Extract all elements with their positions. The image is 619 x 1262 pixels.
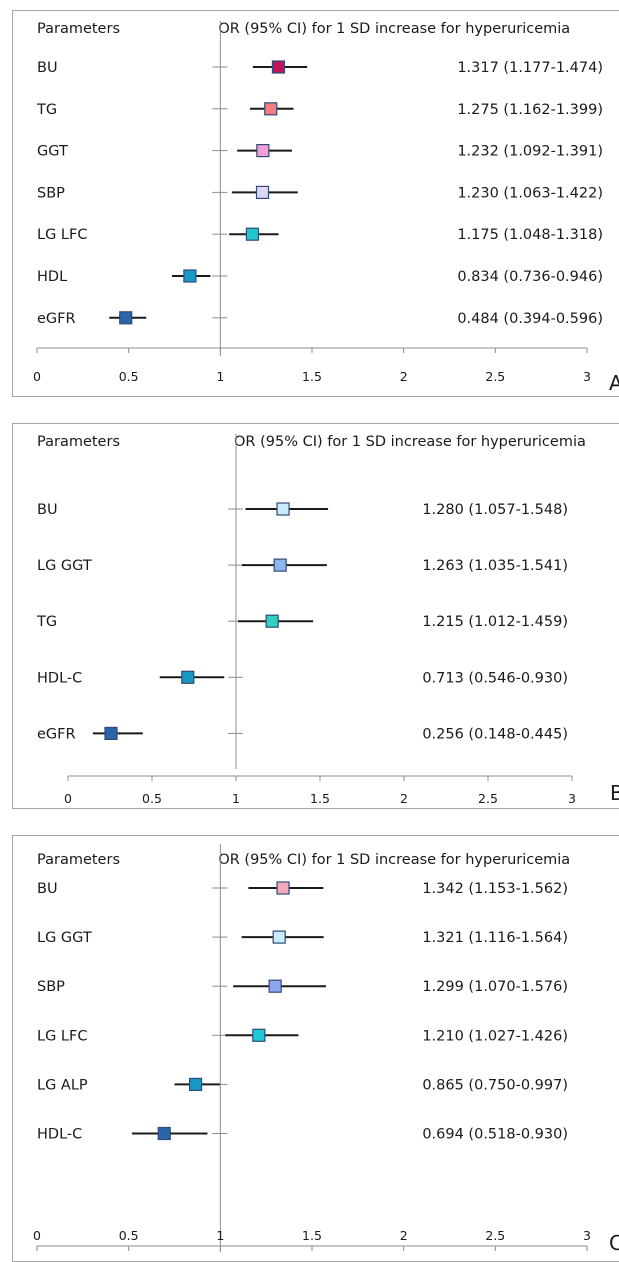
- or-ci-value: 1.263 (1.035-1.541): [422, 558, 568, 574]
- or-ci-value: 0.834 (0.736-0.946): [457, 269, 603, 285]
- x-tick-label: 3: [583, 369, 591, 384]
- odds-ratio-marker: [157, 1126, 171, 1141]
- forest-plot-a: Parameters OR (95% CI) for 1 SD increase …: [33, 21, 619, 395]
- odds-ratio-marker: [264, 102, 278, 116]
- odds-ratio-marker: [276, 502, 290, 516]
- or-ci-value: 1.317 (1.177-1.474): [457, 60, 603, 76]
- x-tick-label: 3: [583, 1228, 591, 1243]
- x-tick-label: 0.5: [119, 1228, 139, 1243]
- or-ci-value: 1.230 (1.063-1.422): [457, 185, 603, 201]
- or-ci-value: 1.299 (1.070-1.576): [422, 979, 568, 995]
- odds-ratio-marker: [104, 726, 118, 740]
- parameters-header: Parameters: [37, 434, 120, 450]
- or-ci-value: 1.210 (1.027-1.426): [422, 1028, 568, 1044]
- parameter-label: BU: [37, 502, 58, 518]
- parameter-label: TG: [36, 102, 57, 118]
- parameter-label: HDL: [37, 269, 67, 285]
- x-tick-label: 0: [33, 369, 41, 384]
- odds-ratio-marker: [268, 979, 282, 993]
- or-ci-value: 1.215 (1.012-1.459): [422, 614, 568, 630]
- or-ci-value: 0.713 (0.546-0.930): [422, 670, 568, 686]
- or-ci-value: 1.321 (1.116-1.564): [422, 930, 568, 946]
- odds-ratio-marker: [181, 670, 195, 684]
- x-tick-label: 3: [568, 791, 576, 806]
- parameters-header: Parameters: [37, 852, 120, 868]
- or-header: OR (95% CI) for 1 SD increase for hyperu…: [234, 434, 586, 450]
- parameter-label: LG LFC: [37, 1028, 87, 1044]
- parameters-header: Parameters: [37, 21, 120, 37]
- panel-label: B: [610, 781, 619, 805]
- parameter-label: LG GGT: [37, 930, 92, 946]
- odds-ratio-marker: [119, 311, 133, 325]
- or-ci-value: 1.175 (1.048-1.318): [457, 227, 603, 243]
- or-header: OR (95% CI) for 1 SD increase for hyperu…: [218, 852, 570, 868]
- or-ci-value: 0.256 (0.148-0.445): [422, 726, 568, 742]
- parameter-label: LG LFC: [37, 227, 87, 243]
- parameter-label: BU: [37, 881, 58, 897]
- odds-ratio-marker: [183, 269, 197, 283]
- x-tick-label: 1: [216, 1228, 224, 1243]
- forest-plot-c: Parameters OR (95% CI) for 1 SD increase …: [33, 844, 619, 1255]
- forest-plot-b: Parameters OR (95% CI) for 1 SD increase …: [36, 434, 619, 806]
- x-tick-label: 1.5: [310, 791, 330, 806]
- x-tick-label: 2: [400, 369, 408, 384]
- panel-label: A: [609, 371, 619, 395]
- or-ci-value: 0.865 (0.750-0.997): [422, 1077, 568, 1093]
- x-tick-label: 2.5: [478, 791, 498, 806]
- parameter-label: LG GGT: [37, 558, 92, 574]
- x-tick-label: 1.5: [302, 1228, 322, 1243]
- x-tick-label: 0.5: [119, 369, 139, 384]
- x-tick-label: 0: [33, 1228, 41, 1243]
- x-tick-label: 2.5: [485, 369, 505, 384]
- odds-ratio-marker: [255, 185, 270, 199]
- parameter-label: GGT: [37, 144, 68, 160]
- parameter-label: TG: [36, 614, 57, 630]
- odds-ratio-marker: [265, 614, 279, 628]
- x-tick-label: 1: [216, 369, 224, 384]
- odds-ratio-marker: [188, 1077, 203, 1091]
- parameter-label: HDL-C: [37, 1127, 82, 1143]
- odds-ratio-marker: [252, 1028, 266, 1042]
- x-tick-label: 1.5: [302, 369, 322, 384]
- forest-panel-a: Parameters OR (95% CI) for 1 SD increase …: [12, 10, 619, 397]
- odds-ratio-marker: [256, 144, 270, 158]
- x-tick-label: 0: [64, 791, 72, 806]
- parameter-label: SBP: [37, 185, 65, 201]
- x-tick-label: 0.5: [142, 791, 162, 806]
- or-header: OR (95% CI) for 1 SD increase for hyperu…: [218, 21, 570, 37]
- parameter-label: LG ALP: [37, 1077, 88, 1093]
- odds-ratio-marker: [273, 558, 287, 572]
- x-tick-label: 2: [400, 791, 408, 806]
- parameter-label: BU: [37, 60, 58, 76]
- x-tick-label: 1: [232, 791, 240, 806]
- odds-ratio-marker: [276, 881, 290, 895]
- parameter-label: eGFR: [37, 726, 76, 742]
- or-ci-value: 1.232 (1.092-1.391): [457, 144, 603, 160]
- x-tick-label: 2.5: [485, 1228, 505, 1243]
- parameter-label: eGFR: [37, 311, 76, 327]
- or-ci-value: 1.342 (1.153-1.562): [422, 881, 568, 897]
- forest-panel-b: Parameters OR (95% CI) for 1 SD increase …: [12, 423, 619, 809]
- or-ci-value: 0.484 (0.394-0.596): [457, 311, 603, 327]
- parameter-label: HDL-C: [37, 670, 82, 686]
- or-ci-value: 1.275 (1.162-1.399): [457, 102, 603, 118]
- or-ci-value: 0.694 (0.518-0.930): [422, 1127, 568, 1143]
- x-tick-label: 2: [400, 1228, 408, 1243]
- odds-ratio-marker: [271, 60, 286, 74]
- odds-ratio-marker: [272, 930, 286, 944]
- odds-ratio-marker: [245, 227, 260, 241]
- or-ci-value: 1.280 (1.057-1.548): [422, 502, 568, 518]
- panel-label: C: [609, 1231, 619, 1255]
- parameter-label: SBP: [37, 979, 65, 995]
- forest-panel-c: Parameters OR (95% CI) for 1 SD increase …: [12, 835, 619, 1262]
